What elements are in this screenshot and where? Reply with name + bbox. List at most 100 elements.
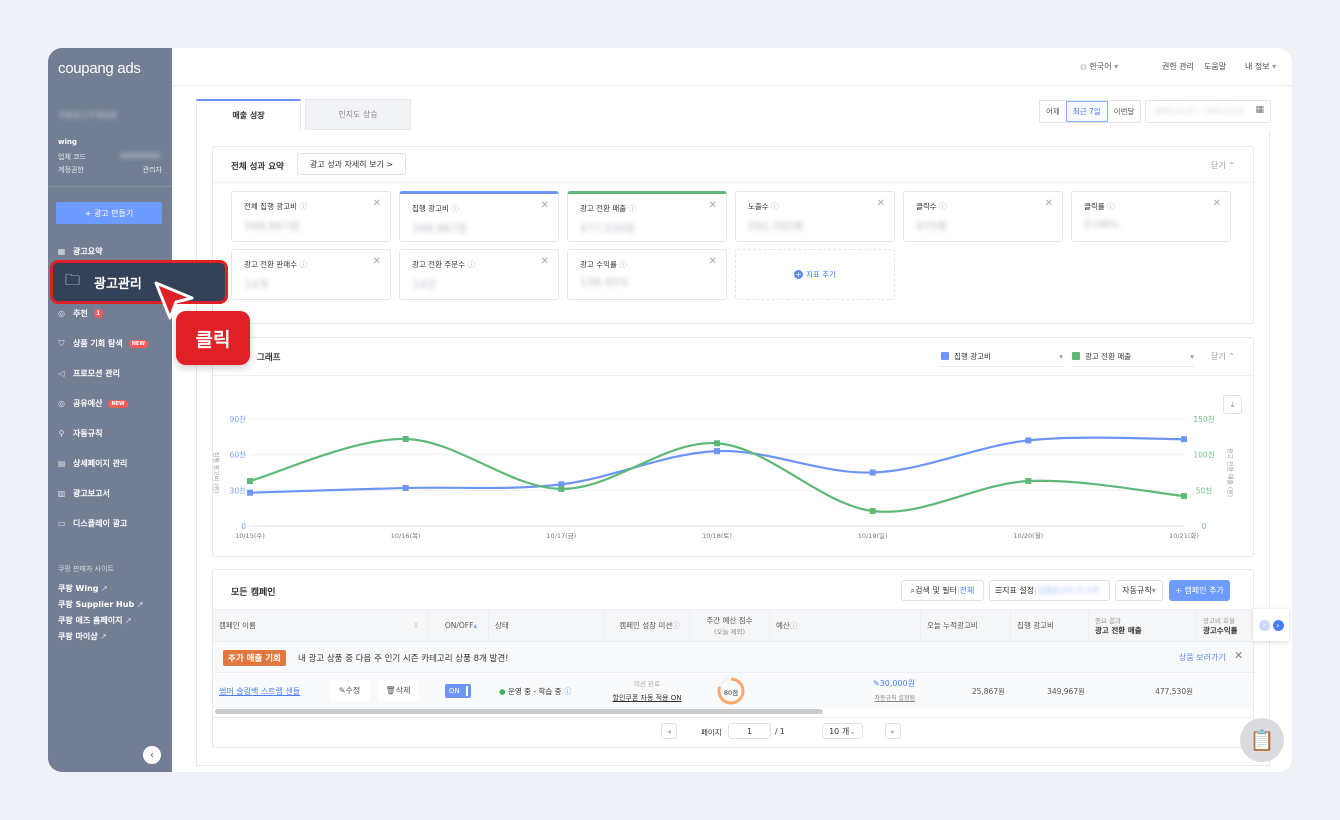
- help-icon[interactable]: ⓘ: [299, 202, 307, 211]
- language-selector[interactable]: ◍ 한국어 ▾: [1080, 62, 1119, 71]
- y-tick-label: 90천: [230, 414, 247, 424]
- on-off-toggle[interactable]: ON: [445, 684, 471, 698]
- date-preset-button[interactable]: 어제: [1046, 107, 1060, 116]
- col-on-off[interactable]: ON/OFF ▴: [428, 610, 489, 640]
- trash-icon: 🗑: [385, 686, 396, 695]
- sidebar-item-7[interactable]: ▤ 상세페이지 관리: [57, 459, 128, 468]
- add-campaign-button[interactable]: + 캠페인 추가: [1169, 580, 1230, 601]
- col-campaign-name[interactable]: 캠페인 이름 ⇕: [213, 610, 428, 640]
- campaign-name-link[interactable]: 썸머 슬링백 스트랩 샌들: [219, 687, 301, 696]
- app-window: coupang ads 쿠팡광고주계정명 wing 업체 코드 A0000000…: [48, 48, 1292, 772]
- top-bar: ◍ 한국어 ▾ 권한 관리 도움말 내 정보 ▾: [172, 48, 1292, 86]
- graph-close-button[interactable]: 닫기 ⌃: [1211, 352, 1235, 361]
- metric-card[interactable]: 전체 집행 광고비 ⓘ ✕ 349,967원: [231, 191, 391, 242]
- sidebar-item-5[interactable]: ◎ 공유예산 NEW: [56, 398, 128, 409]
- line-chart: 0 0 30천 50천 60천 100천 90천 150천 10/15(수) 10/16(목) 10…: [212, 414, 1234, 540]
- new-badge: NEW: [108, 399, 128, 408]
- help-link[interactable]: 도움말: [1204, 62, 1227, 71]
- calendar-icon[interactable]: ▦: [1255, 105, 1264, 115]
- seller-site-link[interactable]: 쿠팡 마이샵 ↗: [58, 632, 107, 641]
- my-info-menu[interactable]: 내 정보 ▾: [1245, 62, 1277, 71]
- detail-link-button[interactable]: 광고 성과 자세히 보기 >: [297, 153, 406, 175]
- view-products-link[interactable]: 상품 보러가기: [1179, 653, 1226, 662]
- permissions-link[interactable]: 권한 관리: [1162, 62, 1194, 71]
- help-icon[interactable]: ⓘ: [451, 204, 459, 213]
- remove-metric-icon[interactable]: ✕: [372, 198, 381, 209]
- grid-icon: ▦: [57, 247, 66, 256]
- pencil-icon: ✎: [338, 686, 346, 695]
- series-selector-2[interactable]: 광고 전환 매출 ▾: [1072, 346, 1194, 367]
- metric-value: 592,592회: [748, 220, 804, 233]
- add-metric-button[interactable]: + 지표 추가: [735, 249, 895, 300]
- data-point: [402, 484, 409, 491]
- coupang-ads-logo[interactable]: coupang ads: [58, 60, 141, 77]
- prev-page-button[interactable]: ◂: [661, 723, 677, 739]
- help-icon[interactable]: ⓘ: [628, 204, 637, 213]
- help-icon[interactable]: ⓘ: [299, 260, 307, 269]
- remove-metric-icon[interactable]: ✕: [876, 198, 885, 209]
- remove-metric-icon[interactable]: ✕: [540, 256, 549, 267]
- document-icon: ▤: [57, 459, 66, 468]
- create-ad-button[interactable]: + 광고 만들기: [56, 202, 162, 224]
- series-selector-1[interactable]: 집행 광고비 ▾: [941, 346, 1063, 367]
- sidebar-item-3[interactable]: ⛉ 상품 기회 탐색 NEW: [56, 338, 148, 349]
- date-range-input[interactable]: 2025.10.15 ~ 2025.10.21 ▦: [1145, 100, 1271, 123]
- sidebar-item-0[interactable]: ▦ 광고요약: [57, 247, 103, 256]
- metric-value: 136.45%: [580, 276, 629, 289]
- search-filter-button[interactable]: ⌕ 검색 및 필터 | 전체: [901, 580, 984, 601]
- close-icon[interactable]: ✕: [1234, 649, 1244, 662]
- metric-card[interactable]: 광고 전환 주문수 ⓘ ✕ 14건: [399, 249, 559, 300]
- metric-card[interactable]: 집행 광고비 ⓘ ✕ 349,967원: [399, 191, 559, 242]
- sidebar-item-2[interactable]: ◎ 추천 1: [56, 308, 103, 319]
- summary-close-button[interactable]: 닫기 ⌃: [1211, 161, 1235, 170]
- remove-metric-icon[interactable]: ✕: [372, 256, 381, 267]
- metric-card[interactable]: 광고 전환 판매수 ⓘ ✕ 14개: [231, 249, 391, 300]
- page-input[interactable]: 1: [728, 723, 771, 739]
- data-point: [558, 481, 565, 488]
- metric-card[interactable]: 클릭수 ⓘ ✕ 475회: [903, 191, 1063, 242]
- seller-site-link[interactable]: 쿠팡 Supplier Hub ↗: [58, 600, 144, 609]
- x-tick-label: 10/15(수): [235, 532, 265, 540]
- seller-site-link[interactable]: 쿠팡 Wing ↗: [58, 584, 108, 593]
- metric-card[interactable]: 노출수 ⓘ ✕ 592,592회: [735, 191, 895, 242]
- remove-metric-icon[interactable]: ✕: [1212, 198, 1221, 209]
- remove-metric-icon[interactable]: ✕: [708, 256, 717, 267]
- download-icon[interactable]: ⤓: [1223, 395, 1242, 414]
- remove-metric-icon[interactable]: ✕: [708, 200, 717, 211]
- next-page-button[interactable]: ▸: [885, 723, 901, 739]
- tab-sales-growth[interactable]: 매출 성장: [196, 99, 301, 130]
- remove-metric-icon[interactable]: ✕: [540, 200, 549, 211]
- delete-button[interactable]: 🗑 삭제: [377, 680, 419, 701]
- help-icon[interactable]: ⓘ: [939, 202, 947, 211]
- date-preset-button[interactable]: 이번달: [1113, 107, 1135, 116]
- mission-link[interactable]: 할인쿠폰 자동 적용 ON: [612, 694, 682, 702]
- sidebar-item-8[interactable]: ▥ 광고보고서: [57, 489, 110, 498]
- sidebar-item-ad-management-highlight[interactable]: 🗀 광고관리: [50, 260, 228, 304]
- edit-button[interactable]: ✎ 수정: [329, 680, 370, 701]
- metric-card[interactable]: 클릭률 ⓘ ✕ 0.08%: [1071, 191, 1231, 242]
- metric-card[interactable]: 광고 전환 매출 ⓘ ✕ 477,530원: [567, 191, 727, 242]
- seller-site-link[interactable]: 쿠팡 애즈 홈페이지 ↗: [58, 616, 132, 625]
- sidebar-item-9[interactable]: ▭ 디스플레이 광고: [57, 519, 128, 528]
- auto-rule-dropdown[interactable]: 자동규칙 ▾: [1115, 580, 1163, 601]
- scroll-right-icon[interactable]: ›: [1272, 619, 1284, 631]
- metric-card[interactable]: 광고 수익률 ⓘ ✕ 136.45%: [567, 249, 727, 300]
- metric-settings-button[interactable]: ☰ 지표 설정 | 집행광고비 외 5개: [989, 580, 1110, 601]
- help-icon[interactable]: ⓘ: [771, 202, 779, 211]
- tab-awareness[interactable]: 인지도 상승: [305, 99, 411, 130]
- help-icon[interactable]: ⓘ: [1107, 202, 1115, 211]
- remove-metric-icon[interactable]: ✕: [1044, 198, 1053, 209]
- scroll-left-icon[interactable]: ‹: [1258, 619, 1270, 631]
- horizontal-scrollbar[interactable]: [215, 709, 823, 714]
- date-preset-button[interactable]: 최근 7일: [1065, 101, 1108, 122]
- help-icon[interactable]: ⓘ: [619, 260, 627, 269]
- chevron-left-icon[interactable]: ‹: [143, 746, 161, 764]
- sidebar-item-6[interactable]: ⚲ 자동규칙: [56, 428, 103, 439]
- budget-note[interactable]: 자동규칙 설정됨: [874, 695, 915, 702]
- data-point: [558, 485, 565, 492]
- help-icon[interactable]: ⓘ: [467, 260, 475, 269]
- sidebar-item-4[interactable]: ◁ 프로모션 관리: [56, 368, 120, 379]
- budget-edit[interactable]: ✎30,000원: [872, 679, 915, 688]
- checklist-icon[interactable]: 📋: [1240, 718, 1284, 762]
- per-page-select[interactable]: 10 개 ⌄: [822, 723, 863, 739]
